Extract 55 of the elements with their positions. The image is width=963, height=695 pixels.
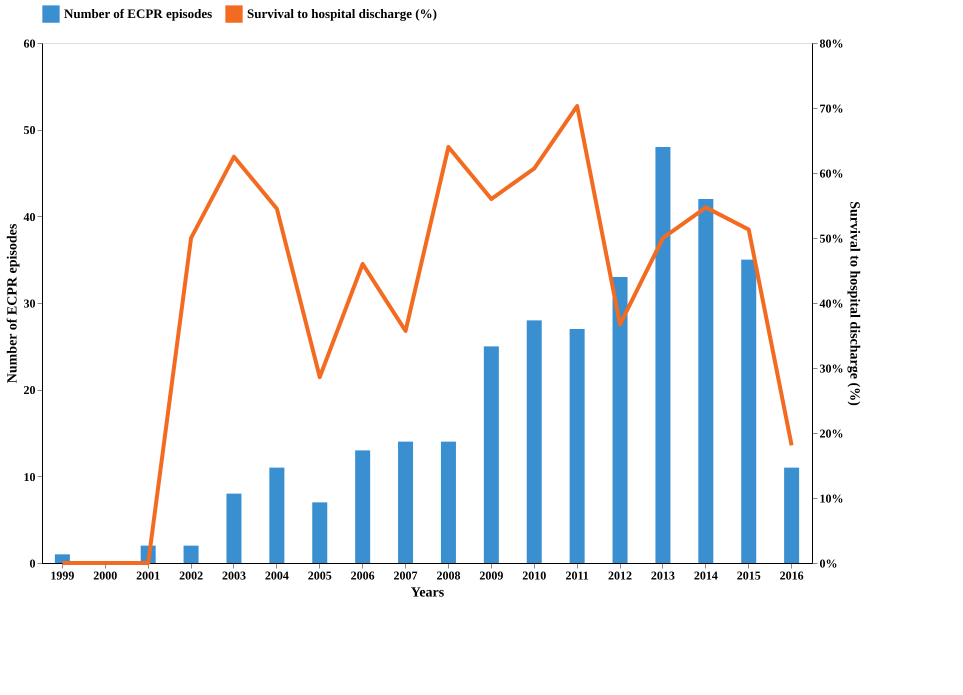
y-tick-label: 0 (30, 556, 36, 570)
x-tick-label: 1999 (50, 568, 74, 582)
x-tick-label: 2005 (308, 568, 332, 582)
y-tick-label: 10 (24, 470, 36, 484)
x-tick-label: 2014 (694, 568, 718, 582)
bar (355, 450, 370, 563)
x-tick-label: 2000 (93, 568, 118, 582)
y2-tick-label: 50% (820, 232, 844, 246)
y2-tick-label: 40% (820, 296, 844, 310)
x-tick-label: 2012 (608, 568, 632, 582)
y2-tick-label: 60% (820, 166, 844, 180)
bar (226, 494, 242, 563)
bar (312, 502, 328, 563)
y-tick-label: 30 (24, 296, 36, 310)
x-tick-label: 2004 (264, 568, 289, 582)
bar (440, 442, 456, 563)
bar (698, 199, 714, 563)
bar (526, 320, 542, 563)
x-tick-label: 2006 (350, 568, 375, 582)
legend-label: Number of ECPR episodes (64, 6, 212, 22)
y2-tick-label: 70% (820, 102, 844, 116)
y2-tick-label: 80% (820, 36, 844, 50)
x-tick-label: 2011 (565, 568, 589, 582)
y-tick-label: 50 (24, 123, 36, 138)
legend-label: Survival to hospital discharge (%) (247, 6, 437, 22)
x-tick-label: 2010 (522, 568, 546, 582)
bar (184, 546, 199, 563)
x-tick-label: 2001 (136, 568, 160, 582)
bar (269, 468, 284, 563)
x-axis-title: Years (410, 586, 445, 600)
x-tick-label: 2007 (394, 568, 418, 582)
x-tick-label: 2009 (479, 568, 504, 582)
bar (484, 346, 499, 563)
bar (612, 277, 628, 563)
x-tick-label: 2008 (436, 568, 460, 582)
y-tick-label: 40 (24, 210, 36, 224)
x-tick-label: 2015 (736, 568, 761, 582)
y-tick-label: 20 (24, 383, 36, 398)
bar (570, 329, 585, 563)
bar (398, 442, 414, 563)
bar (655, 147, 670, 563)
x-tick-label: 2016 (780, 568, 804, 582)
y2-tick-label: 20% (820, 426, 844, 440)
y2-tick-label: 10% (820, 492, 844, 506)
bar (741, 260, 756, 563)
y-tick-label: 60 (24, 36, 36, 50)
y2-axis-title: Survival to hospital discharge (%) (846, 201, 862, 406)
y2-tick-label: 30% (820, 362, 844, 376)
y-axis-title: Number of ECPR episodes (6, 223, 20, 384)
y2-tick-label: 0% (820, 556, 838, 570)
line-series (60, 104, 794, 565)
x-tick-label: 2003 (222, 568, 246, 582)
x-tick-label: 2002 (179, 568, 204, 582)
x-tick-label: 2013 (650, 568, 675, 582)
bar (784, 468, 800, 563)
